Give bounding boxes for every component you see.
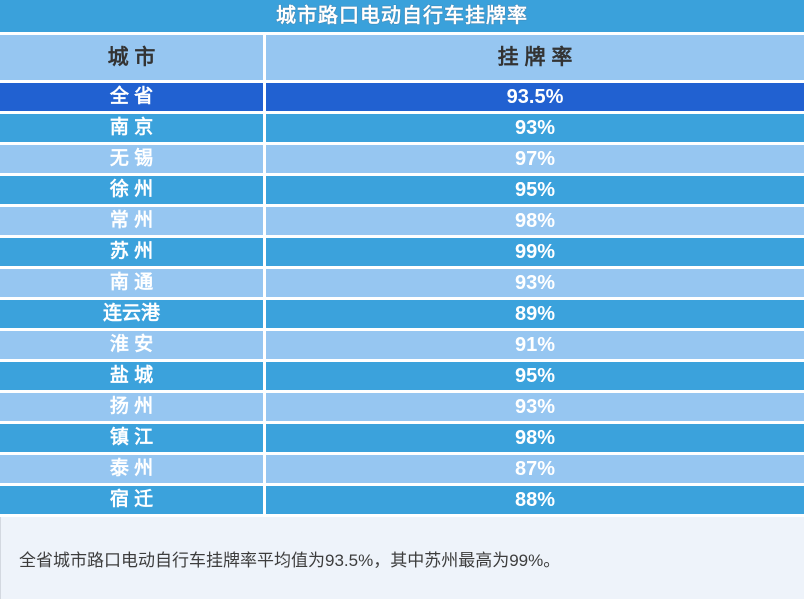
rate-cell: 93% xyxy=(514,272,556,294)
city-cell: 盐 城 xyxy=(0,362,266,390)
rate-cell: 93% xyxy=(514,117,556,139)
city-cell: 泰 州 xyxy=(0,455,266,483)
rate-cell: 97% xyxy=(514,148,556,170)
table-row: 南 京 93% xyxy=(0,114,804,145)
footer-note: 全省城市路口电动自行车挂牌率平均值为93.5%，其中苏州最高为99%。 xyxy=(0,517,803,599)
city-cell: 南 京 xyxy=(0,114,266,142)
table-row: 无 锡 97% xyxy=(0,145,804,176)
city-cell: 全 省 xyxy=(0,83,266,111)
rate-cell: 88% xyxy=(514,489,556,511)
rate-cell: 91% xyxy=(514,334,556,356)
city-cell: 镇 江 xyxy=(0,424,266,452)
city-cell: 宿 迁 xyxy=(0,486,266,514)
table-row: 盐 城 95% xyxy=(0,362,804,393)
rate-cell: 95% xyxy=(514,365,556,387)
table-row: 宿 迁 88% xyxy=(0,486,804,517)
table-row: 泰 州 87% xyxy=(0,455,804,486)
table-row: 扬 州 93% xyxy=(0,393,804,424)
table-row: 全 省 93.5% xyxy=(0,83,804,114)
table-row: 连云港 89% xyxy=(0,300,804,331)
table-body: 全 省 93.5% 南 京 93% 无 锡 97% 徐 州 95% 常 州 98% 苏 州 99% 南 … xyxy=(0,83,804,517)
column-header-rate: 挂 牌 率 xyxy=(497,46,573,69)
city-cell: 淮 安 xyxy=(0,331,266,359)
table-row: 镇 江 98% xyxy=(0,424,804,455)
table-title: 城市路口电动自行车挂牌率 xyxy=(0,0,804,35)
rate-cell: 98% xyxy=(514,210,556,232)
city-cell: 扬 州 xyxy=(0,393,266,421)
rate-cell: 98% xyxy=(514,427,556,449)
table-row: 苏 州 99% xyxy=(0,238,804,269)
rate-cell: 89% xyxy=(514,303,556,325)
table-row: 淮 安 91% xyxy=(0,331,804,362)
rate-cell: 95% xyxy=(514,179,556,201)
column-header-city: 城 市 xyxy=(0,35,266,80)
table-row: 南 通 93% xyxy=(0,269,804,300)
table-row: 徐 州 95% xyxy=(0,176,804,207)
rate-cell: 99% xyxy=(514,241,556,263)
rate-cell: 87% xyxy=(514,458,556,480)
city-cell: 苏 州 xyxy=(0,238,266,266)
rate-cell: 93.5% xyxy=(506,86,564,108)
city-cell: 徐 州 xyxy=(0,176,266,204)
rate-cell: 93% xyxy=(514,396,556,418)
city-cell: 常 州 xyxy=(0,207,266,235)
city-cell: 南 通 xyxy=(0,269,266,297)
table-header-row: 城 市 挂 牌 率 xyxy=(0,35,804,83)
city-cell: 无 锡 xyxy=(0,145,266,173)
city-cell: 连云港 xyxy=(0,300,266,328)
table-row: 常 州 98% xyxy=(0,207,804,238)
